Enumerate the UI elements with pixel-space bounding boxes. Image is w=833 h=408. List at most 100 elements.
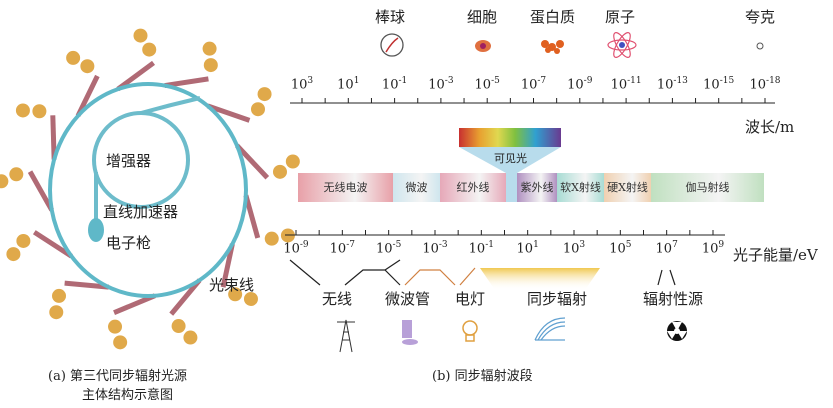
source-connectors — [289, 259, 676, 286]
tick-label: 103 — [562, 240, 586, 257]
experiment-station — [142, 42, 157, 57]
synchrotron-range — [480, 268, 600, 290]
experiment-station — [52, 288, 67, 303]
energy-unit: 光子能量/eV — [733, 246, 818, 264]
beamline-pipe — [220, 243, 235, 288]
experiment-station — [66, 50, 81, 65]
band: 微波 — [393, 173, 440, 202]
tick-label: 10-1 — [468, 240, 494, 257]
wavelength-ticks — [301, 98, 766, 103]
object-baseball: 棒球 — [375, 8, 406, 26]
experiment-station — [285, 154, 300, 169]
tick-label: 10-15 — [703, 76, 735, 93]
object-atom: 原子 — [605, 8, 636, 26]
microwave-tube-icon — [402, 320, 418, 345]
tick-label: 10-1 — [381, 76, 408, 93]
visible-light-label: 可见光 — [494, 152, 527, 165]
experiment-station — [9, 167, 24, 182]
tick-label: 10-3 — [428, 76, 454, 93]
tick-label: 103 — [290, 76, 314, 93]
tick-label: 10-11 — [610, 76, 642, 93]
tick-label: 10-9 — [283, 240, 309, 257]
tick-label: 105 — [609, 240, 632, 257]
beamline-pipe — [164, 76, 209, 89]
source-radioactive: 辐射性源 — [643, 290, 704, 308]
beamline-pipe — [235, 143, 270, 180]
visible-light-funnel — [459, 147, 561, 202]
tick-label: 10-5 — [474, 76, 500, 93]
beamline-pipe — [64, 280, 109, 290]
linac-label: 直线加速器 — [103, 203, 179, 221]
tick-label: 101 — [337, 76, 360, 93]
experiment-station — [183, 330, 198, 345]
experiment-station — [6, 247, 21, 262]
experiment-station — [15, 103, 30, 118]
experiment-station — [202, 41, 217, 56]
beamline-pipe — [27, 170, 54, 212]
band: 硬X射线 — [604, 173, 651, 202]
experiment-station — [80, 59, 95, 74]
experiment-station — [49, 305, 64, 320]
electron-gun-label: 电子枪 — [106, 234, 152, 252]
object-protein: 蛋白质 — [530, 8, 576, 26]
band: 软X射线 — [557, 173, 604, 202]
caption-a-line2: 主体结构示意图 — [82, 388, 174, 403]
experiment-station — [0, 174, 9, 189]
tick-label: 10-7 — [329, 240, 355, 257]
tick-label: 107 — [655, 240, 678, 257]
quark-icon — [756, 42, 764, 50]
beamline-pipe — [75, 74, 100, 117]
source-lamp: 电灯 — [455, 290, 486, 308]
beamline-pipe — [32, 230, 73, 259]
tick-label: 10-13 — [656, 76, 688, 93]
storage-ring-diagram — [0, 28, 300, 350]
band: 红外线 — [440, 173, 506, 202]
synchrotron-wave-icon — [534, 317, 566, 341]
radiation-icon — [667, 321, 687, 341]
protein-icon — [541, 40, 564, 54]
experiment-station — [264, 231, 279, 246]
experiment-station — [272, 164, 287, 179]
experiment-station — [257, 87, 272, 102]
storage-ring — [48, 82, 248, 298]
beamline-label: 光束线 — [209, 276, 255, 294]
tick-label: 10-7 — [520, 76, 547, 93]
band: 紫外线 — [517, 173, 557, 202]
beamline-pipe — [206, 103, 251, 123]
baseball-icon — [380, 33, 404, 57]
source-radio: 无线 — [322, 290, 353, 308]
source-synchrotron: 同步辐射 — [527, 290, 588, 308]
tick-label: 10-9 — [567, 76, 593, 93]
experiment-station — [203, 58, 218, 73]
experiment-station — [243, 291, 258, 306]
object-cell: 细胞 — [467, 8, 498, 26]
band: 伽马射线 — [651, 173, 764, 202]
electron-gun — [88, 218, 104, 242]
experiment-station — [133, 28, 148, 43]
object-quark: 夸克 — [745, 8, 776, 26]
booster-label: 增强器 — [106, 152, 152, 170]
experiment-station — [228, 287, 243, 302]
experiment-station — [113, 335, 128, 350]
experiment-station — [16, 233, 31, 248]
experiment-station — [171, 319, 186, 334]
tick-label: 10-18 — [749, 76, 781, 93]
tick-label: 10-3 — [422, 240, 448, 257]
atom-icon — [607, 32, 637, 58]
wavelength-unit: 波长/m — [745, 118, 795, 136]
experiment-station — [250, 102, 265, 117]
visible-spectrum — [459, 128, 561, 147]
caption-a-line1: (a) 第三代同步辐射光源 — [48, 369, 188, 384]
beamline-pipe — [50, 115, 57, 160]
experiment-station — [32, 104, 47, 119]
band: 无线电波 — [298, 173, 393, 202]
radio-tower-icon — [337, 319, 355, 353]
tick-label: 10-5 — [375, 240, 402, 257]
beamline-pipe — [116, 60, 156, 92]
tick-label: 101 — [516, 240, 539, 257]
source-microwave-tube: 微波管 — [385, 290, 431, 308]
experiment-station — [108, 319, 123, 334]
caption-b: (b) 同步辐射波段 — [432, 369, 533, 384]
